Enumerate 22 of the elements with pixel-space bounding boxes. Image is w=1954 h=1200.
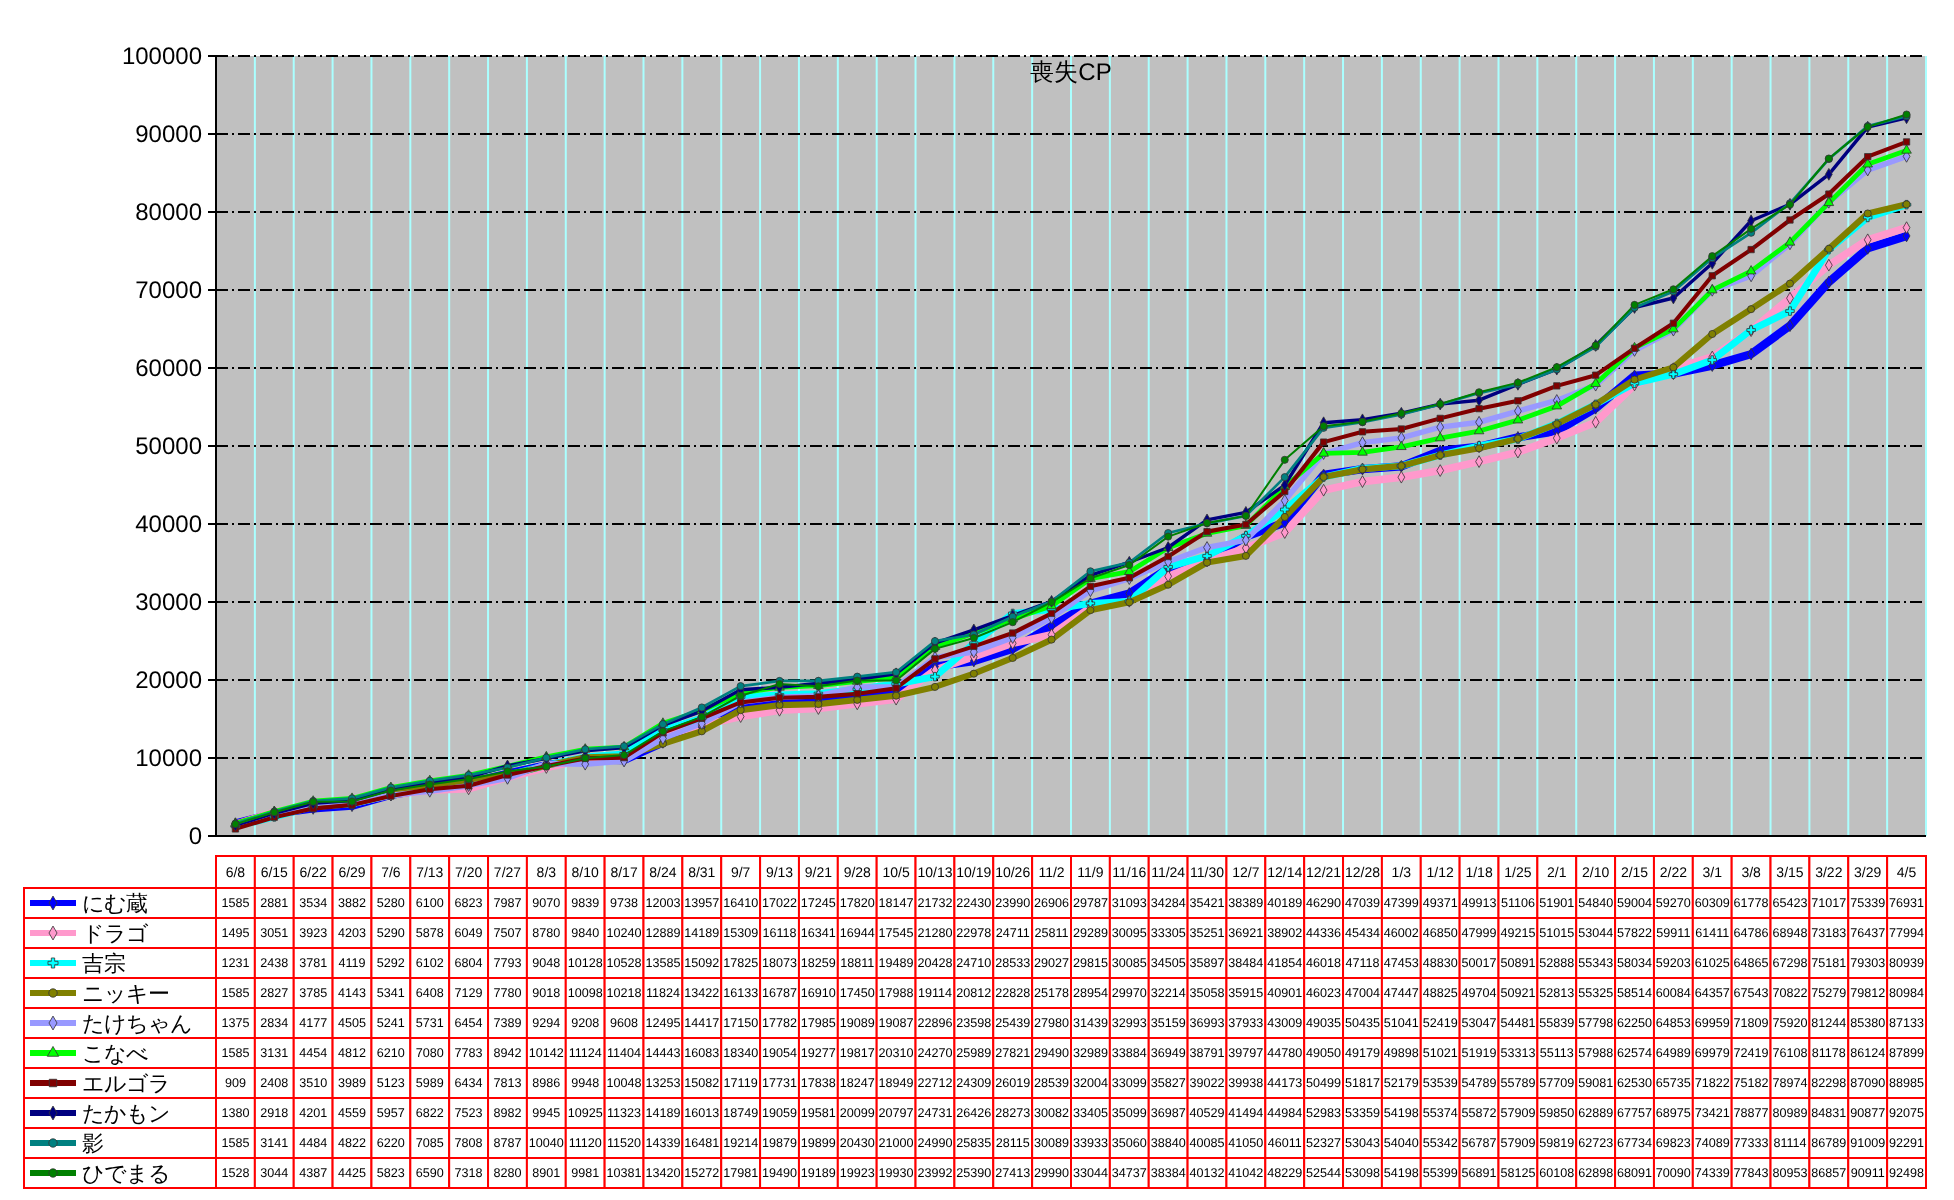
legend-label: たけちゃん [82,1012,192,1037]
y-tick-label: 70000 [135,276,203,305]
y-tick-label: 10000 [135,744,203,773]
legend-label: にむ蔵 [82,890,148,917]
legend-label: エルゴラ [82,1072,170,1097]
y-tick-label: 90000 [135,120,203,149]
legend-label: たかもン [82,1102,170,1127]
y-tick-label: 80000 [135,198,203,227]
legend-label: ニッキー [82,982,170,1007]
y-tick-label: 30000 [135,588,203,617]
legend-label: 吉宗 [82,950,126,977]
y-tick-label: 0 [188,822,203,851]
legend-label: ドラゴ [82,922,150,947]
y-tick-label: 40000 [135,510,203,539]
y-tick-label: 50000 [135,432,203,461]
y-tick-label: 20000 [135,666,203,695]
y-tick-label: 60000 [135,354,203,383]
legend-label: 影 [82,1132,104,1157]
y-tick-label: 100000 [121,42,203,71]
chart-title: 喪失CP [1030,58,1112,86]
legend-label: ひでまる [82,1162,170,1187]
legend-label: こなべ [82,1042,148,1067]
